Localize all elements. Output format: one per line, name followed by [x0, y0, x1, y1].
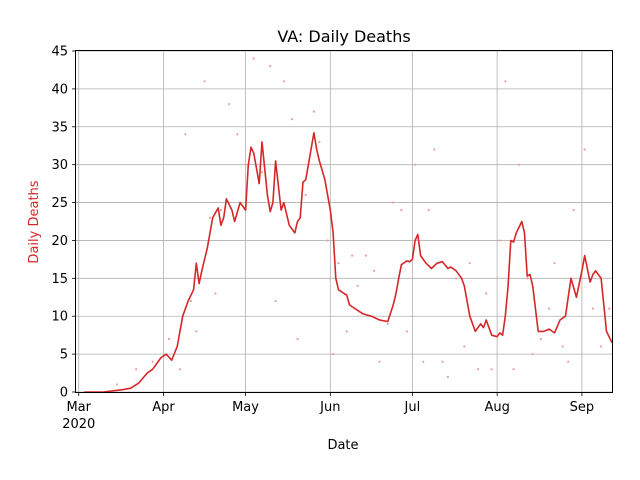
data-point	[422, 360, 425, 363]
data-point	[405, 330, 408, 333]
data-point	[608, 307, 611, 310]
data-point	[318, 140, 321, 144]
data-point	[219, 209, 223, 212]
y-tick-label: 10	[51, 310, 68, 325]
rolling-average-series	[84, 132, 613, 393]
data-point	[252, 57, 255, 60]
y-tick-label: 40	[51, 82, 68, 97]
y-tick-label: 25	[51, 196, 68, 211]
data-point	[599, 345, 603, 348]
x-tick-label: Aug	[484, 400, 509, 415]
data-point	[400, 209, 403, 212]
data-point	[548, 307, 551, 310]
y-tick-label: 35	[51, 120, 68, 135]
x-tick-label: Jun	[319, 400, 340, 415]
data-point	[553, 262, 556, 265]
plot-area-frame	[75, 50, 613, 393]
data-point	[526, 277, 529, 280]
data-point	[178, 368, 182, 371]
data-point	[296, 337, 299, 341]
data-point	[572, 209, 575, 212]
x-tick-label: Sep	[570, 400, 595, 415]
data-point	[531, 353, 534, 356]
daily-points-series	[115, 57, 611, 386]
x-tick-sublabel: 2020	[62, 417, 95, 432]
data-point	[517, 163, 521, 166]
data-point	[356, 284, 359, 288]
data-point	[312, 110, 316, 113]
data-point	[567, 360, 570, 363]
y-tick-label: 5	[60, 348, 68, 363]
data-point	[274, 299, 277, 303]
data-point	[455, 277, 458, 280]
data-point	[203, 80, 206, 83]
series-line	[84, 132, 613, 393]
data-point	[433, 148, 436, 151]
data-point	[228, 102, 231, 106]
x-tick-label: Jul	[404, 400, 421, 415]
data-point	[476, 368, 480, 371]
x-tick-label: Mar	[66, 400, 91, 415]
data-point	[195, 330, 198, 333]
data-point	[441, 360, 444, 363]
x-axis-label: Date	[327, 438, 358, 453]
data-point	[331, 353, 335, 356]
data-point	[512, 368, 515, 371]
data-point	[427, 209, 430, 212]
data-point	[244, 163, 247, 166]
data-point	[392, 201, 395, 204]
data-point	[189, 299, 192, 303]
data-point	[591, 307, 594, 310]
data-point	[490, 368, 493, 371]
data-point	[504, 80, 507, 83]
data-point	[351, 254, 354, 257]
data-point	[345, 330, 348, 333]
data-point	[135, 368, 138, 371]
data-point	[485, 292, 488, 295]
x-tick-label: May	[232, 400, 259, 415]
data-point	[463, 345, 466, 348]
data-point	[386, 322, 389, 325]
data-point	[337, 262, 340, 265]
data-point	[378, 360, 381, 363]
chart-title: VA: Daily Deaths	[277, 27, 410, 46]
data-point	[326, 239, 329, 242]
data-point	[304, 193, 307, 197]
data-point	[184, 133, 187, 136]
data-point	[236, 133, 239, 136]
data-point	[468, 262, 471, 265]
y-tick-label: 30	[51, 158, 68, 173]
x-axis: Mar 2020 Apr May Jun Jul Aug Sep	[62, 392, 594, 432]
data-point	[282, 80, 285, 83]
data-point	[269, 65, 272, 68]
y-tick-label: 45	[51, 45, 68, 60]
data-point	[583, 148, 586, 151]
y-tick-label: 15	[51, 272, 68, 287]
data-point	[446, 375, 450, 378]
data-point	[214, 292, 217, 295]
data-point	[539, 337, 542, 341]
data-point	[498, 239, 501, 242]
data-point	[115, 383, 119, 386]
data-point	[151, 360, 154, 363]
y-axis: 0 5 10 15 20 25 30 35 40 45	[51, 45, 76, 401]
data-point	[208, 216, 212, 219]
data-point	[414, 163, 417, 166]
data-point	[167, 337, 171, 341]
x-tick-label: Apr	[152, 400, 175, 415]
data-point	[364, 254, 367, 257]
y-tick-label: 0	[60, 386, 68, 401]
data-point	[372, 269, 376, 272]
data-point	[260, 171, 264, 174]
data-point	[561, 345, 564, 348]
data-point	[290, 118, 294, 121]
y-axis-label: Daily Deaths	[27, 180, 42, 263]
y-tick-label: 20	[51, 234, 68, 249]
